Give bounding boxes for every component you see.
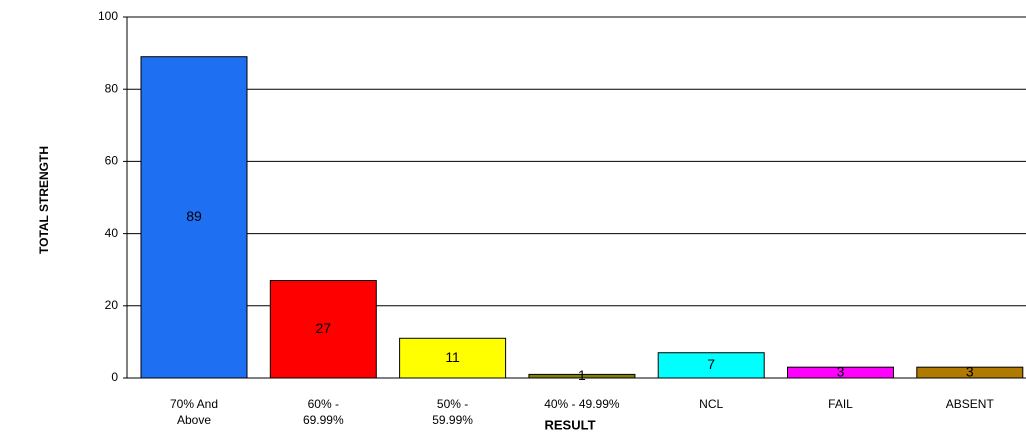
y-tick-label: 100	[98, 9, 118, 23]
x-tick-label: 70% And Above	[169, 397, 219, 427]
data-label: 27	[316, 320, 332, 336]
data-label: 11	[445, 349, 460, 365]
bar	[657, 352, 765, 379]
x-tick-label: NCL	[699, 397, 724, 411]
y-tick-label: 60	[105, 154, 119, 168]
bar	[528, 373, 636, 379]
bar	[269, 280, 377, 379]
data-label: 3	[837, 363, 845, 379]
x-axis-label: RESULT	[544, 417, 595, 432]
data-label: 7	[707, 356, 715, 372]
data-label: 89	[186, 208, 202, 224]
bar	[787, 366, 894, 379]
y-tick-label: 80	[105, 81, 119, 95]
bar	[140, 56, 248, 379]
data-label: 1	[578, 367, 586, 383]
y-tick-label: 0	[111, 370, 118, 384]
x-tick-label: ABSENT	[945, 397, 994, 411]
x-tick-label: 60% - 69.99%	[302, 397, 344, 427]
y-tick-label: 40	[105, 226, 119, 240]
y-axis-label: TOTAL STRENGTH	[37, 146, 51, 254]
data-label: 3	[966, 363, 974, 379]
x-tick-label: FAIL	[828, 397, 853, 411]
bar	[916, 366, 1024, 379]
bar	[399, 337, 507, 379]
x-tick-label: 40% - 49.99%	[544, 397, 620, 411]
x-tick-label: 50% - 59.99%	[432, 397, 473, 427]
y-tick-label: 20	[105, 298, 119, 312]
